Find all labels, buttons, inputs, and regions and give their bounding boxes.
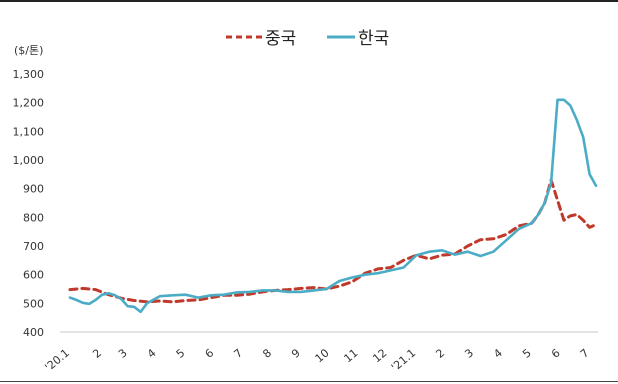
y-axis-unit-label: ($/톤) [14,44,43,57]
x-tick-label: 10 [313,346,332,365]
x-tick-label: 6 [549,346,563,360]
y-tick-label: 1,000 [13,154,45,167]
series-line-korea [68,98,598,314]
legend: 중국 한국 [226,29,389,49]
y-tick-label: 1,100 [13,125,45,138]
x-tick-label: 4 [491,346,505,360]
y-tick-label: 500 [23,297,44,310]
y-tick-label: 800 [23,211,44,224]
x-tick-label: 12 [370,346,389,365]
x-tick-label: 8 [260,346,274,360]
x-tick-label: 3 [462,346,476,360]
x-tick-label: 5 [520,346,534,360]
x-tick-label: 2 [433,346,447,360]
legend-label-china: 중국 [265,29,296,49]
y-axis-ticks: 400 500 600 700 800 900 1,000 1,100 1,200 1,300 [13,68,45,339]
x-tick-label: 3 [116,346,130,360]
x-tick-label: 5 [174,346,188,360]
series-layer [68,98,598,314]
x-tick-label: 11 [342,346,361,365]
x-tick-label: 7 [231,346,245,360]
x-tick-label: '20.1 [42,346,71,374]
x-tick-label: 2 [90,346,104,360]
x-tick-label: 9 [289,346,303,360]
x-tick-label: 4 [145,346,159,360]
legend-label-korea: 한국 [358,29,389,49]
x-tick-label: 7 [578,346,592,360]
y-tick-label: 400 [23,326,44,339]
y-tick-label: 1,300 [13,68,45,81]
x-tick-label: '21.1 [389,346,418,374]
x-axis-ticks: '20.1 2 3 4 5 6 7 8 9 10 11 12'21.1 2 3 4 5 6 7 [42,346,591,374]
y-tick-label: 700 [23,240,44,253]
y-tick-label: 600 [23,269,44,282]
x-tick-label: 6 [203,346,217,360]
y-tick-label: 900 [23,183,44,196]
y-tick-label: 1,200 [13,97,45,110]
